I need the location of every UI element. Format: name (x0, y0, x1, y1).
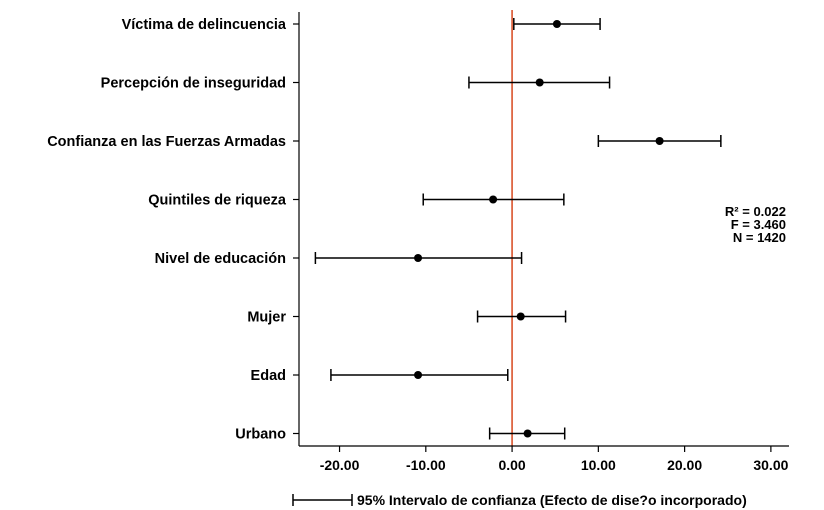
point-estimate (414, 254, 423, 262)
row-label: Edad (251, 368, 286, 384)
point-estimate (489, 195, 498, 204)
point-estimate (552, 20, 561, 28)
legend-label: 95% Intervalo de confianza (Efecto de di… (357, 492, 747, 508)
x-tick-label: -10.00 (406, 457, 446, 473)
point-estimate (535, 78, 544, 87)
point-estimate (414, 371, 423, 379)
row-label: Víctima de delincuencia (122, 17, 287, 33)
row-label: Urbano (235, 427, 286, 443)
row-label: Percepción de inseguridad (101, 76, 286, 92)
x-tick-label: 10.00 (581, 457, 616, 473)
x-tick-label: -20.00 (320, 457, 360, 473)
row-label: Quintiles de riqueza (148, 193, 287, 209)
point-estimate (516, 312, 525, 321)
x-tick-label: 0.00 (498, 457, 525, 473)
point-estimate (523, 429, 532, 438)
x-tick-label: 20.00 (667, 457, 702, 473)
stat-text: R² = 0.022 (725, 204, 786, 219)
row-label: Confianza en las Fuerzas Armadas (47, 134, 286, 150)
stat-text: F = 3.460 (731, 217, 786, 232)
row-label: Mujer (247, 310, 286, 326)
stat-text: N = 1420 (733, 230, 786, 245)
point-estimate (655, 137, 664, 145)
x-tick-label: 30.00 (753, 457, 788, 473)
row-label: Nivel de educación (155, 251, 286, 267)
